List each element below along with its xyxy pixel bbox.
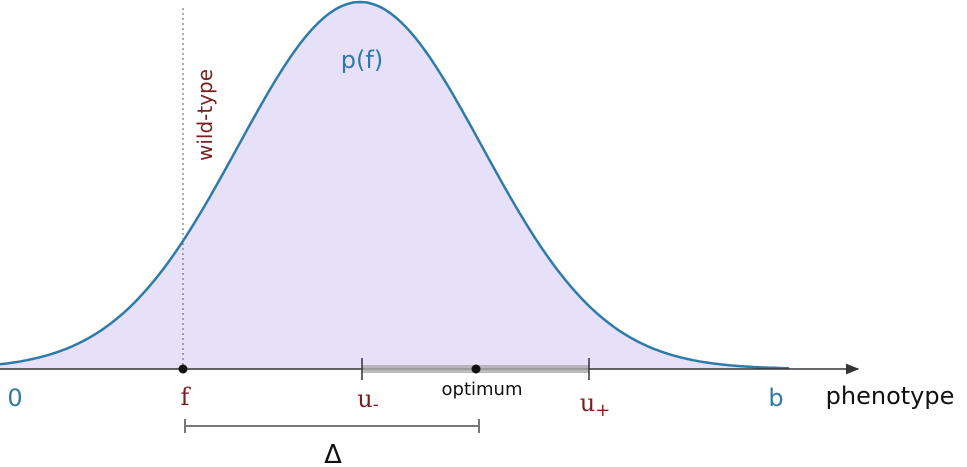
f-label: f (181, 383, 192, 411)
u-plus-subscript: + (595, 400, 610, 421)
axis-start-label: 0 (7, 384, 22, 412)
axis-end-label: b (768, 384, 783, 412)
u-minus-subscript: - (373, 394, 379, 415)
distribution-curve (0, 0, 789, 370)
curve-label: p(f) (341, 46, 383, 74)
distribution-fill (0, 2, 790, 369)
axis-title: phenotype (826, 382, 955, 410)
optimum-point (471, 364, 481, 374)
wild-type-label: wild-type (193, 69, 217, 161)
delta-label: Δ (324, 440, 342, 467)
u-plus-letter: u (580, 389, 595, 417)
u-minus-label: u- (357, 385, 379, 415)
u-plus-label: u+ (580, 389, 611, 421)
optimum-label: optimum (442, 379, 523, 400)
u-minus-letter: u (357, 385, 372, 413)
f-point (178, 364, 188, 374)
